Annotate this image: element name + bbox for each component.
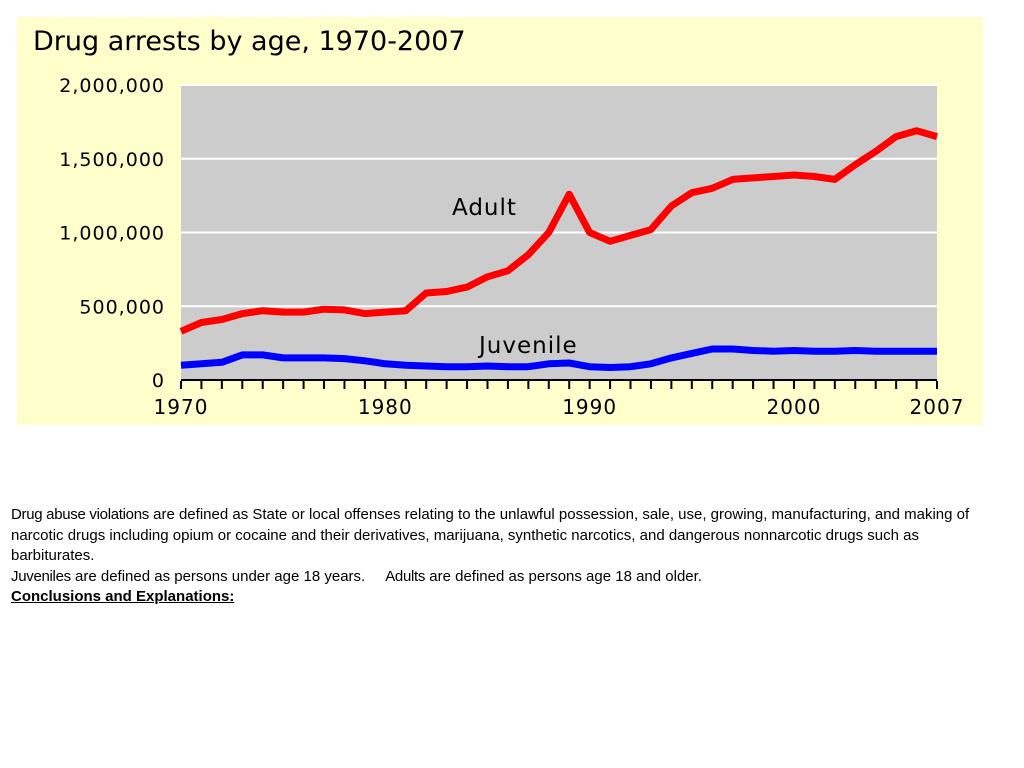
- definitions-text: Drug abuse violations are defined as Sta…: [11, 505, 1001, 608]
- x-tick-label: 1980: [358, 395, 413, 419]
- gridlines: [181, 84, 937, 308]
- x-tick-labels: 1970 1980 1990 2000 2007: [154, 395, 965, 419]
- term-drug-abuse-violations: Drug abuse violations: [11, 506, 149, 523]
- series-lines: [179, 127, 938, 371]
- x-tick-label: 1990: [562, 395, 617, 419]
- series-label-juvenile: Juvenile: [477, 333, 578, 359]
- y-tick-label: 1,500,000: [59, 149, 165, 171]
- x-tick-label: 2000: [767, 395, 822, 419]
- drug-abuse-definition: Drug abuse violations are defined as Sta…: [11, 505, 1001, 567]
- adults-definition-text: are defined as persons age 18 and older.: [425, 567, 702, 585]
- series-label-adult: Adult: [452, 195, 517, 221]
- y-tick-label: 1,000,000: [59, 223, 165, 245]
- axes: [180, 379, 938, 389]
- conclusions-heading: Conclusions and Explanations:: [11, 588, 235, 605]
- y-tick-label: 500,000: [79, 296, 165, 318]
- term-juveniles: Juveniles: [11, 567, 71, 585]
- age-definitions: Juveniles are defined as persons under a…: [11, 567, 1001, 588]
- series-line-adult: [179, 127, 938, 335]
- x-tick-label: 1970: [154, 395, 209, 419]
- term-adults: Adults: [385, 567, 426, 585]
- juveniles-definition-text: are defined as persons under age 18 year…: [70, 567, 366, 585]
- chart-title: Drug arrests by age, 1970-2007: [33, 26, 466, 57]
- drug-abuse-definition-text: are defined as State or local offenses r…: [11, 506, 970, 564]
- y-tick-label: 0: [152, 370, 165, 392]
- series-line-juvenile: [180, 345, 937, 371]
- x-tick-label: 2007: [910, 395, 965, 419]
- y-tick-label: 2,000,000: [59, 75, 165, 97]
- line-chart: Drug arrests by age, 1970-2007 0 500,000 1…: [33, 26, 965, 419]
- chart-panel: Drug arrests by age, 1970-2007 0 500,000 1…: [17, 17, 983, 425]
- y-tick-labels: 0 500,000 1,000,000 1,500,000 2,000,000: [59, 75, 165, 392]
